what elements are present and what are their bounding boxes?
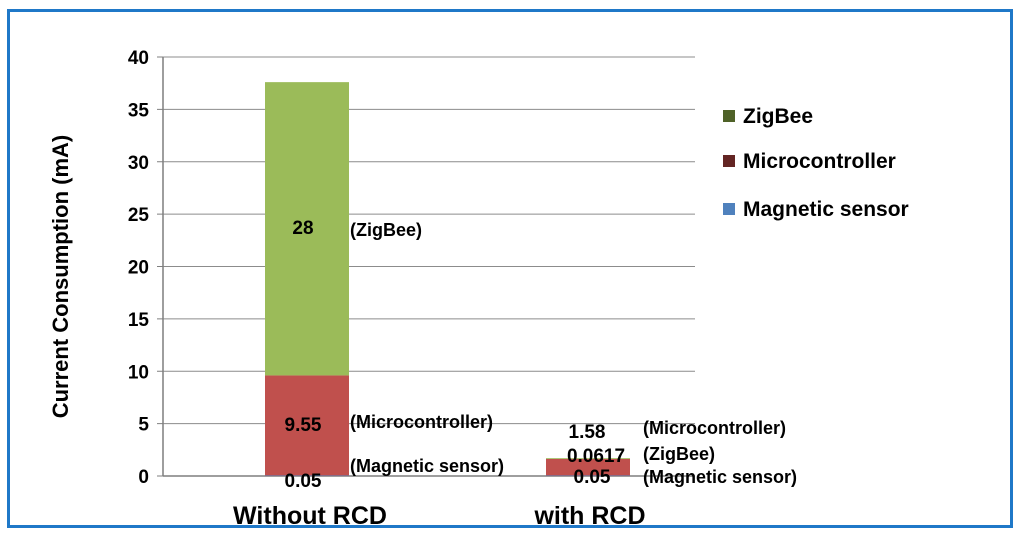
y-tick-label: 10: [128, 362, 149, 383]
legend-label: ZigBee: [743, 105, 813, 128]
legend-swatch: [723, 110, 735, 122]
data-annotation: (ZigBee): [350, 220, 422, 240]
bar-zigbee: [546, 458, 630, 459]
chart-frame: [7, 9, 1013, 528]
y-tick-label: 20: [128, 258, 149, 279]
legend-swatch: [723, 203, 735, 215]
data-annotation: (ZigBee): [643, 444, 715, 464]
data-label: 0.0617: [567, 446, 625, 467]
y-tick-label: 30: [128, 153, 149, 174]
legend-swatch: [723, 155, 735, 167]
x-category-label: Without RCD: [233, 502, 387, 530]
y-tick-label: 35: [128, 100, 150, 121]
bar-microcontroller: [546, 458, 630, 476]
data-annotation: (Magnetic sensor): [643, 467, 797, 487]
data-annotation: (Microcontroller): [350, 412, 493, 432]
legend-label: Magnetic sensor: [743, 198, 909, 221]
bar-microcontroller: [265, 375, 349, 476]
data-annotation: (Microcontroller): [643, 418, 786, 438]
y-tick-label: 15: [128, 310, 150, 331]
y-tick-label: 0: [138, 467, 149, 488]
data-annotation: (Magnetic sensor): [350, 456, 504, 476]
y-tick-label: 40: [128, 48, 149, 69]
x-category-label: with RCD: [533, 502, 645, 530]
data-label: 28: [292, 218, 313, 239]
data-label: 0.05: [574, 467, 611, 488]
bar-magnetic-sensor: [265, 475, 349, 476]
bar-magnetic-sensor: [546, 475, 630, 476]
data-label: 0.05: [285, 471, 322, 492]
y-axis-label: Current Consumption (mA): [48, 135, 73, 419]
data-label: 9.55: [285, 415, 322, 436]
legend-label: Microcontroller: [743, 150, 896, 173]
y-tick-label: 5: [138, 415, 149, 436]
bar-zigbee: [265, 82, 349, 376]
data-label: 1.58: [569, 422, 606, 443]
y-tick-label: 25: [128, 205, 150, 226]
